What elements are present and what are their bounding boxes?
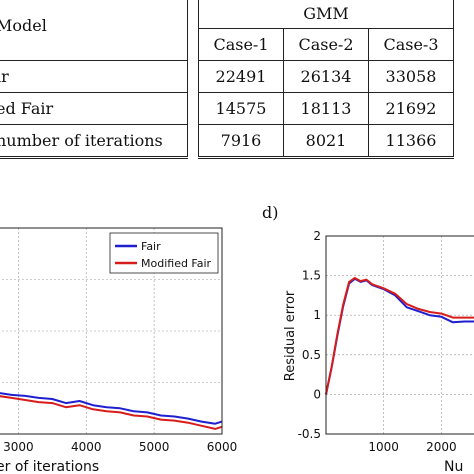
right-chart-ticks: 1000 2000 -0.5 0 0.5 1 1.5 2 bbox=[298, 229, 457, 454]
row-label-cell: ed Fair bbox=[0, 92, 188, 125]
left-chart-series bbox=[0, 392, 223, 430]
panel-label-d: d) bbox=[262, 203, 279, 222]
case-header-cell: Case-2 bbox=[283, 28, 369, 61]
left-chart-grid bbox=[0, 228, 223, 434]
table-cell: 22491 bbox=[198, 60, 284, 93]
left-chart-frame bbox=[0, 227, 223, 435]
gmm-header-text: GMM bbox=[303, 3, 349, 23]
case-header-row: Case-1 Case-2 Case-3 bbox=[0, 28, 464, 61]
case-3-label: Case-3 bbox=[383, 35, 439, 54]
table-row: ir 22491 26134 33058 bbox=[0, 60, 464, 93]
x-tick-label: 3000 bbox=[3, 440, 34, 454]
x-tick-label: 5000 bbox=[139, 440, 170, 454]
right-chart-frame bbox=[325, 235, 474, 435]
cell-value: 7916 bbox=[220, 131, 262, 150]
series-line-modified-fair bbox=[0, 395, 223, 430]
table-header-row: Model GMM bbox=[0, 0, 464, 158]
table-row: ed Fair 14575 18113 21692 bbox=[0, 92, 464, 125]
table-cell: 11366 bbox=[368, 124, 454, 159]
right-chart-grid bbox=[326, 235, 474, 435]
table-cell: 7916 bbox=[198, 124, 284, 159]
row-label: number of iterations bbox=[0, 131, 163, 150]
x-tick-label: 1000 bbox=[368, 440, 399, 454]
case-1-label: Case-1 bbox=[213, 35, 269, 54]
table-cell: 8021 bbox=[283, 124, 369, 159]
column-gap-right bbox=[453, 0, 464, 158]
x-tick-label: 6000 bbox=[207, 440, 238, 454]
x-tick-label: 2000 bbox=[426, 440, 457, 454]
row-label-cell: number of iterations bbox=[0, 124, 188, 159]
row-label-cell: ir bbox=[0, 60, 188, 93]
legend-label-fair: Fair bbox=[141, 240, 161, 253]
table-cell: 14575 bbox=[198, 92, 284, 125]
right-chart-x-label: Nu bbox=[444, 459, 463, 474]
legend-label-modified-fair: Modified Fair bbox=[141, 257, 212, 270]
case-2-label: Case-2 bbox=[298, 35, 354, 54]
left-chart-x-ticks: 3000 4000 5000 6000 bbox=[3, 440, 237, 454]
y-tick-label: 0 bbox=[313, 387, 321, 401]
series-line-modified-fair bbox=[325, 277, 474, 395]
case-header-cell: Case-3 bbox=[368, 28, 454, 61]
table-cell: 33058 bbox=[368, 60, 454, 93]
model-header-text: Model bbox=[0, 16, 47, 35]
right-chart-y-label: Residual error bbox=[283, 290, 298, 381]
cell-value: 26134 bbox=[300, 67, 352, 86]
table-cell: 26134 bbox=[283, 60, 369, 93]
table-cell: 21692 bbox=[368, 92, 454, 125]
y-tick-label: 2 bbox=[313, 229, 321, 243]
cell-value: 14575 bbox=[215, 99, 267, 118]
cell-value: 21692 bbox=[385, 99, 437, 118]
series-line-fair bbox=[325, 277, 474, 395]
legend-box bbox=[109, 232, 219, 274]
left-chart-legend: Fair Modified Fair bbox=[109, 232, 219, 274]
cell-value: 8021 bbox=[305, 131, 347, 150]
cell-value: 33058 bbox=[385, 67, 437, 86]
y-tick-label: -0.5 bbox=[298, 427, 321, 441]
x-tick-label: 4000 bbox=[71, 440, 102, 454]
right-chart-series bbox=[325, 277, 474, 395]
model-header-cell: Model bbox=[0, 0, 188, 61]
gmm-header-cell: GMM bbox=[198, 0, 454, 29]
y-tick-label: 0.5 bbox=[302, 348, 321, 362]
row-label: ir bbox=[0, 67, 9, 86]
column-gap bbox=[187, 0, 199, 158]
table-cell: 18113 bbox=[283, 92, 369, 125]
cell-value: 18113 bbox=[300, 99, 352, 118]
series-line-fair bbox=[0, 392, 223, 425]
cell-value: 11366 bbox=[385, 131, 437, 150]
iterations-table: Model GMM Case-1 Case-2 Case-3 ir 22491 … bbox=[0, 0, 464, 159]
results-table-region: Model GMM Case-1 Case-2 Case-3 ir 22491 … bbox=[0, 0, 474, 160]
row-label: ed Fair bbox=[0, 99, 54, 118]
table-row: number of iterations 7916 8021 11366 bbox=[0, 124, 464, 159]
y-tick-label: 1 bbox=[313, 308, 321, 322]
y-tick-label: 1.5 bbox=[302, 269, 321, 283]
left-chart-x-label: er of iterations bbox=[0, 459, 99, 474]
case-header-cell: Case-1 bbox=[198, 28, 284, 61]
cell-value: 22491 bbox=[215, 67, 267, 86]
